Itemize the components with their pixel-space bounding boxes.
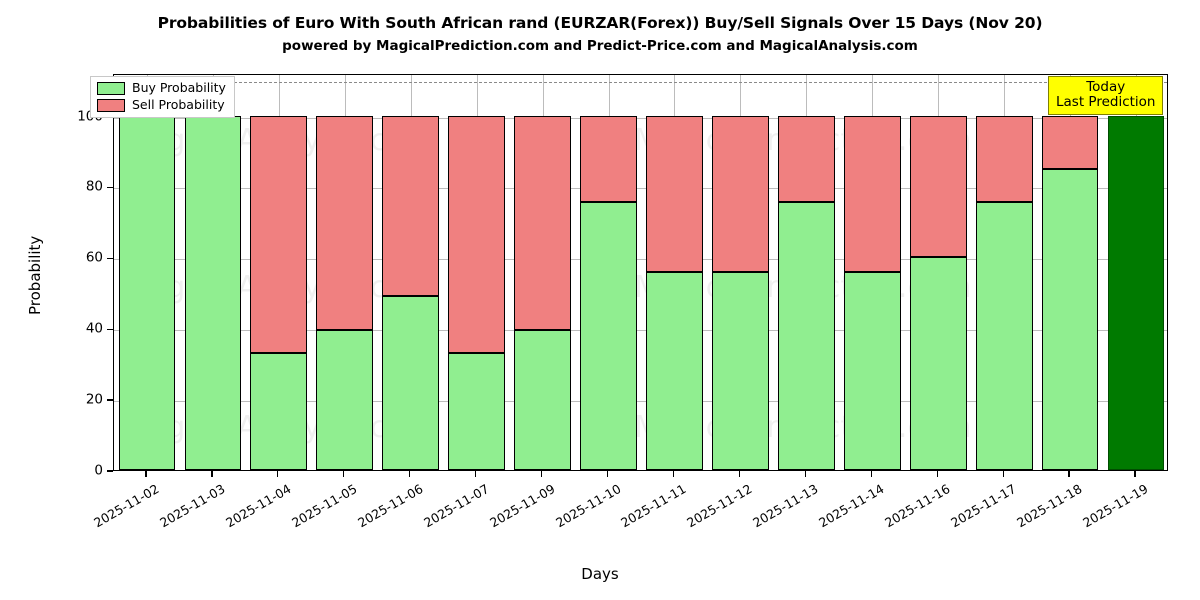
y-axis-tick-mark	[107, 186, 113, 189]
x-axis-tick-mark	[936, 471, 938, 477]
gridline-horizontal	[114, 188, 1167, 190]
x-axis-tick-mark	[606, 471, 609, 477]
legend-label: Sell Probability	[132, 97, 225, 113]
y-axis-tick-mark	[107, 328, 113, 330]
bar-group[interactable]	[580, 75, 637, 470]
x-axis-tick-mark	[1134, 471, 1136, 477]
y-axis-tick-label: 40	[85, 320, 103, 337]
x-axis-tick-label: 2025-11-02	[91, 481, 162, 531]
bar-segment-today[interactable]	[1107, 115, 1165, 470]
bar-segment-sell[interactable]	[580, 115, 637, 203]
x-axis-tick-mark	[870, 471, 872, 477]
y-axis-label: Probability	[26, 235, 44, 315]
bar-group[interactable]	[118, 75, 176, 470]
bar-group[interactable]	[909, 75, 967, 470]
x-axis-tick-label: 2025-11-10	[552, 481, 624, 531]
bar-group[interactable]	[1041, 75, 1099, 470]
y-axis-tick-mark	[107, 257, 113, 259]
x-axis-label: Days	[581, 565, 619, 583]
x-axis-tick-mark	[277, 471, 279, 477]
bar-group[interactable]	[712, 75, 769, 470]
gridline-horizontal	[114, 401, 1167, 403]
x-axis-tick-mark	[1002, 471, 1004, 477]
y-axis-tick-mark	[107, 470, 113, 472]
bar-group[interactable]	[316, 75, 374, 470]
x-axis-tick-mark	[672, 471, 675, 477]
gridline-horizontal	[114, 330, 1167, 332]
today-annotation: Today Last Prediction	[1048, 76, 1164, 116]
bar-segment-sell[interactable]	[843, 115, 901, 272]
x-axis-tick-mark	[738, 471, 741, 477]
bar-group[interactable]	[250, 75, 308, 470]
bar-group[interactable]	[777, 75, 835, 470]
x-axis-tick-mark	[1068, 471, 1070, 477]
y-axis-tick-label: 20	[85, 391, 103, 408]
y-axis-tick-mark	[107, 399, 113, 401]
chart-legend: Buy Probability Sell Probability	[90, 76, 235, 118]
bar-segment-buy[interactable]	[514, 330, 571, 470]
bar-segment-buy[interactable]	[250, 353, 308, 470]
bar-group[interactable]	[843, 75, 901, 470]
gridline-horizontal	[114, 117, 1167, 119]
x-axis-tick-mark	[804, 471, 806, 477]
legend-item: Sell Probability	[97, 99, 226, 112]
bar-group[interactable]	[646, 75, 703, 470]
bar-segment-buy[interactable]	[646, 271, 703, 470]
bar-segment-buy[interactable]	[843, 271, 901, 470]
chart-subtitle: powered by MagicalPrediction.com and Pre…	[282, 38, 918, 54]
bar-group[interactable]	[184, 75, 242, 470]
legend-label: Buy Probability	[132, 80, 226, 96]
x-axis-tick-label: 2025-11-11	[618, 481, 689, 531]
x-axis-tick-mark	[475, 471, 477, 477]
y-axis-tick-label: 0	[94, 462, 103, 479]
bar-segment-buy[interactable]	[316, 330, 374, 470]
today-annotation-line1: Today	[1086, 79, 1126, 95]
x-axis-tick-mark	[343, 471, 345, 477]
y-axis-tick-label: 60	[85, 249, 103, 266]
bar-segment-buy[interactable]	[448, 353, 505, 470]
gridline-horizontal	[114, 259, 1167, 261]
bar-segment-buy[interactable]	[1041, 168, 1099, 470]
bar-group[interactable]	[448, 75, 505, 470]
bar-group[interactable]	[514, 75, 571, 470]
bar-segment-sell[interactable]	[448, 115, 505, 354]
bar-segment-buy[interactable]	[909, 257, 967, 470]
bar-segment-sell[interactable]	[316, 115, 374, 330]
today-annotation-line2: Last Prediction	[1056, 94, 1156, 111]
bar-segment-buy[interactable]	[118, 115, 176, 470]
bar-segment-buy[interactable]	[580, 202, 637, 470]
bar-segment-sell[interactable]	[909, 115, 967, 258]
legend-item: Buy Probability	[97, 82, 226, 95]
bar-segment-buy[interactable]	[382, 296, 440, 470]
y-axis-tick-label: 80	[85, 178, 103, 195]
bar-segment-sell[interactable]	[514, 115, 571, 330]
bar-segment-sell[interactable]	[250, 115, 308, 354]
bar-group[interactable]	[975, 75, 1033, 470]
bar-segment-buy[interactable]	[184, 115, 242, 470]
bar-segment-buy[interactable]	[712, 271, 769, 470]
bar-segment-sell[interactable]	[1041, 115, 1099, 169]
x-axis-tick-mark	[540, 471, 543, 477]
legend-swatch	[97, 99, 125, 112]
chart-title: Probabilities of Euro With South African…	[157, 14, 1043, 32]
x-axis-tick-mark	[409, 471, 411, 477]
bar-segment-sell[interactable]	[975, 115, 1033, 203]
bar-group[interactable]	[1107, 75, 1165, 470]
x-axis-tick-mark	[211, 471, 213, 477]
bar-group[interactable]	[382, 75, 440, 470]
bar-segment-sell[interactable]	[777, 115, 835, 203]
bar-segment-sell[interactable]	[382, 115, 440, 297]
x-axis-tick-mark	[145, 471, 147, 477]
bar-segment-sell[interactable]	[712, 115, 769, 272]
bar-segment-buy[interactable]	[975, 202, 1033, 470]
reference-dashed-line	[114, 82, 1167, 84]
plot-area: MagicalAnalysis.comMagicalPrediction.com…	[113, 74, 1168, 471]
legend-swatch	[97, 82, 125, 95]
bar-segment-sell[interactable]	[646, 115, 703, 272]
bar-segment-buy[interactable]	[777, 202, 835, 470]
